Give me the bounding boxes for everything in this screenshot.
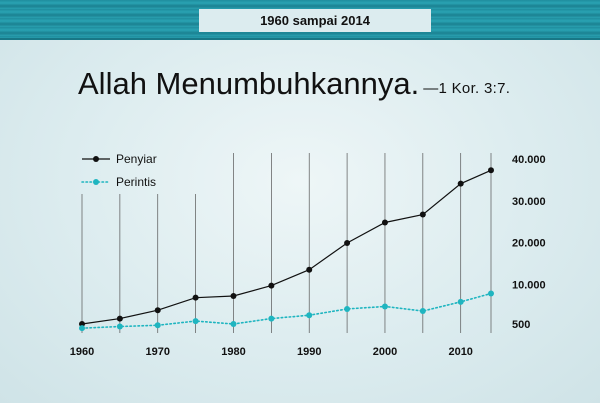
point-perintis-1965 [116, 323, 123, 330]
point-penyiar-1990 [306, 266, 313, 273]
series-line-penyiar [81, 169, 492, 325]
y-tick-label-30000: 30.000 [512, 196, 546, 208]
legend-marker-perintis [93, 179, 99, 185]
slide-title: Allah Menumbuhkannya. —1 Kor. 3:7. [78, 66, 510, 102]
x-tick-label-1970: 1970 [145, 346, 169, 358]
legend-label-penyiar: Penyiar [116, 152, 157, 166]
point-perintis-2000 [381, 303, 388, 310]
y-tick-label-40000: 40.000 [512, 154, 546, 166]
y-tick-label-20000: 20.000 [512, 238, 546, 250]
y-tick-label-500: 500 [512, 319, 530, 331]
point-penyiar-1985 [268, 282, 275, 289]
title-reference: —1 Kor. 3:7. [423, 80, 511, 97]
point-penyiar-2010 [457, 180, 464, 187]
point-penyiar-1975 [192, 294, 199, 301]
series-line-perintis [81, 292, 492, 329]
point-penyiar-1970 [154, 307, 161, 314]
legend-label-perintis: Perintis [116, 175, 156, 189]
point-perintis-2005 [419, 308, 426, 315]
point-perintis-1970 [154, 322, 161, 329]
legend-marker-penyiar [93, 156, 99, 162]
point-penyiar-2014 [488, 167, 494, 174]
legend: Penyiar Perintis [81, 152, 157, 189]
point-perintis-2014 [488, 290, 494, 297]
point-penyiar-1980 [230, 293, 237, 300]
point-penyiar-1960 [79, 321, 85, 327]
point-perintis-1975 [192, 318, 199, 325]
x-tick-label-1980: 1980 [221, 346, 245, 358]
point-penyiar-1965 [116, 315, 123, 322]
date-range-label: 1960 sampai 2014 [199, 9, 431, 32]
title-main: Allah Menumbuhkannya. [78, 66, 420, 101]
axes: 1960 1970 1980 1990 2000 2010 500 10.000 20.000 3… [70, 153, 546, 358]
point-perintis-1985 [268, 315, 275, 322]
point-penyiar-1995 [344, 239, 351, 246]
point-perintis-1980 [230, 321, 237, 327]
point-perintis-1995 [344, 305, 351, 312]
point-perintis-2010 [457, 298, 464, 305]
x-tick-label-2010: 2010 [448, 346, 472, 358]
point-penyiar-2000 [381, 219, 388, 226]
point-perintis-1960 [79, 325, 85, 332]
x-tick-label-2000: 2000 [373, 346, 397, 358]
point-perintis-1990 [306, 312, 313, 319]
point-penyiar-2005 [419, 211, 426, 218]
x-tick-label-1960: 1960 [70, 346, 94, 358]
x-tick-label-1990: 1990 [297, 346, 321, 358]
y-tick-label-10000: 10.000 [512, 279, 546, 291]
series [79, 167, 494, 332]
